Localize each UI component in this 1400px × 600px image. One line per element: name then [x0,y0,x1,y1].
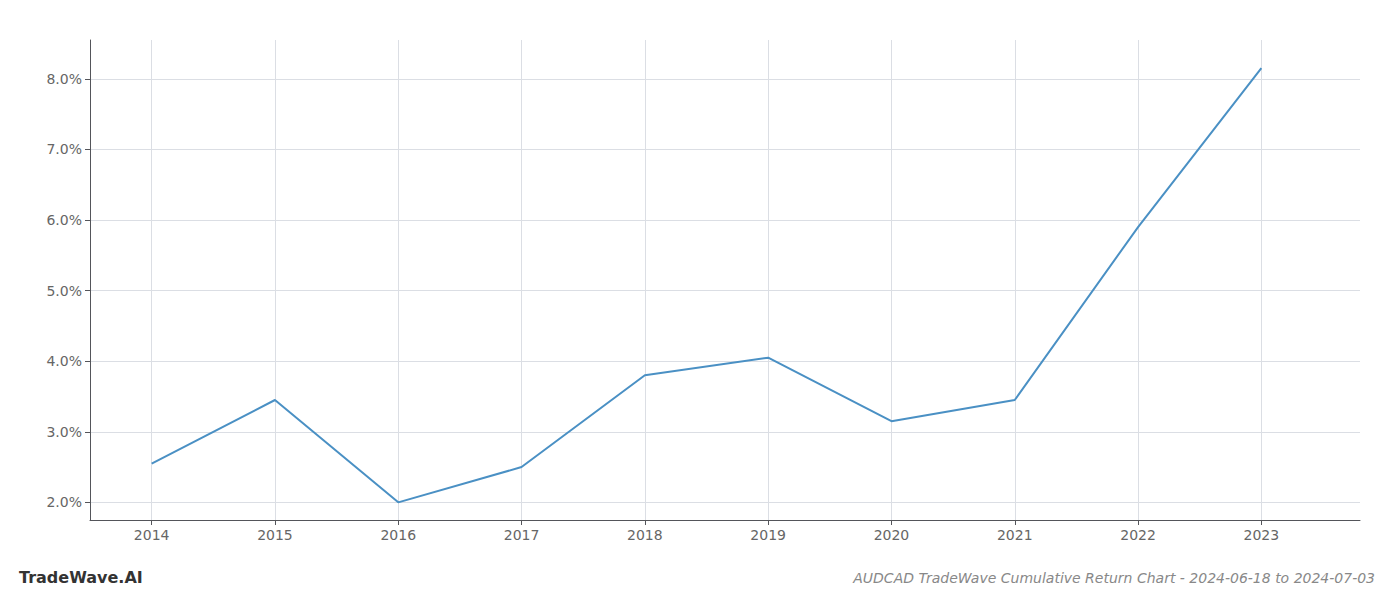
svg-text:AUDCAD TradeWave Cumulative Re: AUDCAD TradeWave Cumulative Return Chart… [852,570,1375,586]
svg-text:2018: 2018 [627,527,663,543]
svg-text:2023: 2023 [1244,527,1280,543]
svg-text:2019: 2019 [750,527,786,543]
svg-text:3.0%: 3.0% [46,424,82,440]
svg-text:8.0%: 8.0% [46,71,82,87]
svg-text:2.0%: 2.0% [46,494,82,510]
svg-text:2021: 2021 [997,527,1033,543]
svg-text:2017: 2017 [504,527,540,543]
svg-text:2020: 2020 [874,527,910,543]
svg-text:7.0%: 7.0% [46,141,82,157]
svg-text:6.0%: 6.0% [46,212,82,228]
svg-text:TradeWave.AI: TradeWave.AI [19,568,143,587]
svg-text:2014: 2014 [134,527,170,543]
svg-text:5.0%: 5.0% [46,283,82,299]
svg-text:2016: 2016 [380,527,416,543]
svg-text:4.0%: 4.0% [46,353,82,369]
svg-text:2022: 2022 [1120,527,1156,543]
svg-text:2015: 2015 [257,527,293,543]
